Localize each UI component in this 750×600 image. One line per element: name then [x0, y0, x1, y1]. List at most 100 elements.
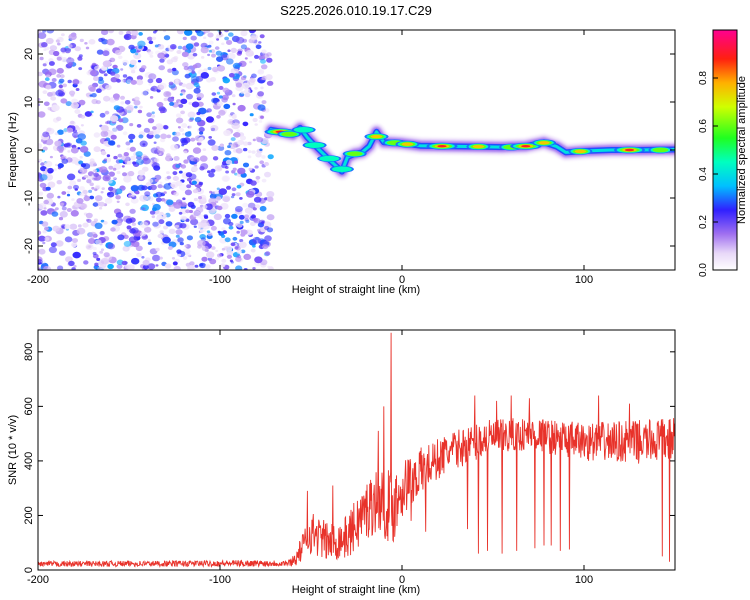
noise-blob — [197, 239, 206, 247]
noise-blob — [177, 126, 181, 129]
noise-blob — [214, 46, 220, 50]
noise-blob — [100, 231, 105, 235]
noise-blob — [252, 267, 256, 270]
noise-blob — [128, 44, 135, 50]
noise-blob — [258, 41, 262, 44]
noise-blob — [248, 212, 253, 216]
noise-blob — [135, 151, 143, 157]
noise-blob — [173, 265, 181, 270]
y-tick-label: 800 — [23, 343, 35, 361]
noise-blob — [249, 60, 253, 64]
noise-blob — [165, 221, 173, 227]
colorbar-tick-label: 0.8 — [698, 71, 709, 85]
noise-blob — [248, 30, 257, 33]
noise-blob — [86, 179, 92, 184]
noise-blob — [38, 230, 42, 236]
noise-blob — [142, 259, 150, 266]
noise-blob — [147, 78, 154, 84]
noise-blob — [196, 92, 204, 99]
noise-blob — [57, 129, 64, 135]
noise-blob — [102, 174, 111, 182]
noise-blob — [68, 61, 74, 67]
noise-blob — [100, 219, 105, 223]
colorbar-ticks: 0.0 0.2 0.4 0.6 0.8 — [698, 71, 718, 277]
noise-blob — [93, 76, 100, 82]
ridge-peak — [346, 151, 363, 157]
bottom-axes: -200 -100 0 100 0 200 400 600 800 — [23, 330, 675, 586]
noise-blob — [71, 242, 78, 248]
noise-blob — [103, 267, 108, 270]
noise-blob — [202, 204, 208, 209]
noise-blob — [41, 260, 46, 264]
x-tick-label: 100 — [575, 574, 593, 586]
noise-blob — [69, 223, 78, 230]
noise-blob — [116, 144, 121, 148]
noise-blob — [100, 37, 105, 41]
noise-blob — [103, 221, 108, 225]
noise-blob — [236, 249, 242, 254]
noise-blob — [124, 100, 131, 105]
noise-blob — [44, 160, 53, 168]
noise-blob — [55, 240, 64, 247]
noise-blob — [186, 253, 191, 257]
noise-blob — [225, 159, 233, 165]
noise-blob — [266, 196, 274, 202]
noise-blob — [216, 56, 224, 62]
noise-blob — [152, 254, 161, 262]
noise-blob — [115, 195, 121, 200]
noise-blob — [152, 221, 159, 227]
noise-blob — [233, 132, 241, 138]
noise-blob — [38, 32, 47, 39]
noise-blob — [113, 155, 118, 160]
noise-blob — [165, 155, 173, 162]
noise-blob — [230, 242, 236, 247]
noise-blob — [177, 253, 182, 257]
noise-blob — [124, 247, 128, 251]
noise-blob — [100, 125, 109, 132]
noise-blob — [223, 129, 232, 137]
noise-blob — [43, 101, 50, 107]
bottom-y-axis-label: SNR (10 * v/v) — [7, 415, 19, 485]
noise-blob — [74, 109, 81, 114]
noise-blob — [129, 123, 134, 127]
noise-blob — [174, 224, 180, 228]
noise-blob — [217, 205, 223, 211]
noise-blob — [79, 168, 85, 173]
noise-blob — [120, 95, 125, 100]
noise-blob — [175, 229, 183, 235]
noise-blob — [71, 267, 76, 270]
noise-blob — [153, 158, 160, 163]
noise-blob — [185, 43, 194, 50]
noise-blob — [172, 171, 178, 176]
noise-blob — [56, 180, 63, 185]
noise-blob — [105, 84, 112, 91]
noise-blob — [101, 187, 105, 191]
noise-blob — [260, 64, 268, 70]
noise-blob — [116, 264, 123, 269]
noise-blob — [72, 238, 78, 243]
ridge-peak — [538, 141, 550, 145]
noise-blob — [252, 244, 256, 248]
noise-blob — [126, 225, 132, 230]
noise-blob — [174, 131, 181, 137]
noise-blob — [211, 53, 216, 58]
noise-blob — [118, 30, 124, 35]
noise-blob — [262, 244, 269, 250]
noise-blob — [163, 35, 171, 41]
noise-blob — [239, 197, 243, 200]
noise-blob — [221, 258, 227, 263]
noise-blob — [95, 100, 101, 105]
noise-blob — [38, 248, 46, 255]
noise-blob — [190, 75, 200, 83]
noise-blob — [188, 101, 193, 105]
noise-blob — [221, 163, 228, 169]
noise-blob — [116, 200, 120, 203]
noise-blob — [229, 143, 236, 149]
noise-blob — [89, 182, 94, 187]
y-tick-label: 0 — [23, 567, 35, 573]
noise-blob — [240, 90, 245, 95]
noise-blob — [208, 197, 217, 205]
chart-title: S225.2026.010.19.17.C29 — [280, 3, 432, 18]
noise-blob — [163, 125, 169, 130]
